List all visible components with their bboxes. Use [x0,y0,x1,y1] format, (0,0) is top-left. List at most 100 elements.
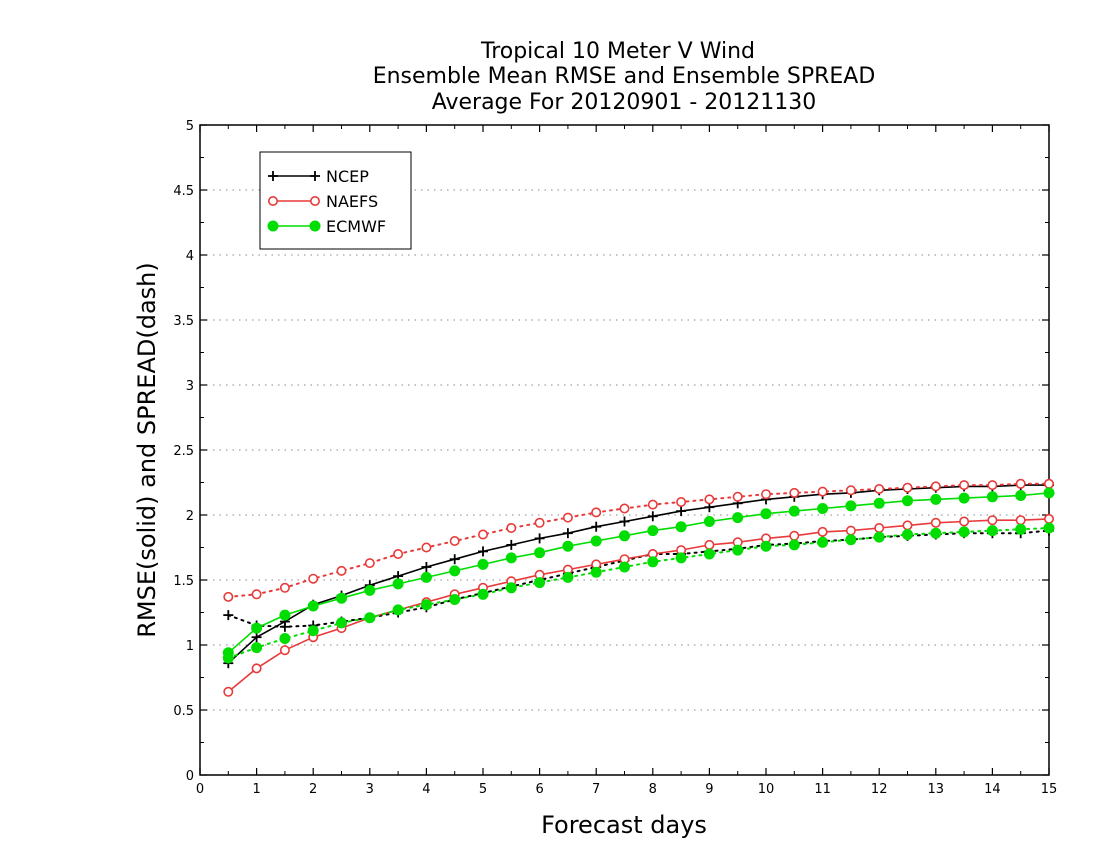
naefs-spread-point [647,499,658,510]
title-line-2: Ensemble Mean RMSE and Ensemble SPREAD [373,64,876,89]
x-tick-label-9: 9 [705,782,713,797]
ecmwf-spread-point [986,525,998,537]
ecmwf-spread-point [364,612,376,624]
ecmwf-rmse-point [1043,487,1055,499]
ecmwf-spread-point [817,536,829,548]
ecmwf-spread-point [392,604,404,616]
naefs-rmse-point [704,539,715,550]
ecmwf-rmse-point [619,530,630,542]
series [222,478,1055,697]
naefs-rmse-point [902,520,913,531]
naefs-spread-line [227,482,1050,598]
naefs-rmse-point [1044,513,1055,524]
ecmwf-rmse-point [1015,490,1027,501]
naefs-spread-point [534,517,545,528]
x-tick-label-5: 5 [479,782,487,797]
ecmwf-rmse-point [873,497,885,509]
ncep-spread-point [223,610,234,621]
naefs-spread-point [562,512,573,523]
ecmwf-spread-point [675,552,687,564]
y-tick-labels: 0 0.5 1 1.5 2 2.5 3 3.5 4 4.5 5 [173,119,194,784]
ecmwf-rmse-point [307,600,319,612]
x-tick-label-1: 1 [252,782,260,797]
naefs-spread-point [279,582,290,593]
naefs-spread-point [732,491,743,502]
ecmwf-rmse-point [251,622,263,634]
ecmwf-spread-point [420,599,432,611]
y-tick-label-0.5: 0.5 [173,704,194,719]
naefs-rmse-point [279,645,290,656]
ecmwf-spread-point [251,642,263,654]
naefs-rmse-point [251,663,262,674]
ecmwf-spread-point [958,526,970,538]
ecmwf-rmse-point [505,552,517,564]
legend-marker-ncep [268,171,278,181]
naefs-spread-point [959,480,970,491]
ecmwf-spread-point [449,594,461,605]
x-tick-label-10: 10 [758,782,775,797]
naefs-rmse-point [930,517,941,528]
y-tick-label-2.5: 2.5 [173,444,194,459]
x-tick-label-7: 7 [592,782,600,797]
ecmwf-rmse-line [227,492,1050,654]
y-tick-label-2: 2 [186,509,194,524]
naefs-spread-point [760,489,771,500]
naefs-rmse-point [959,516,970,527]
ncep-rmse-point [449,554,460,565]
naefs-rmse-point [817,526,828,537]
naefs-spread-point [817,486,828,497]
ncep-rmse-point [676,506,687,517]
ecmwf-rmse-point [817,503,829,514]
ecmwf-spread-point [279,633,291,644]
ecmwf-rmse-point [986,491,998,503]
naefs-spread-point [449,535,460,546]
ecmwf-spread-point [732,544,744,556]
naefs-spread-point [930,481,941,492]
ncep-rmse-point [562,528,573,539]
naefs-spread-point [789,487,800,498]
naefs-rmse-point [1015,515,1026,526]
axis-ticks [199,124,1050,776]
y-tick-label-1: 1 [186,639,194,654]
ecmwf-rmse-point [336,592,347,604]
ecmwf-rmse-point [590,535,602,547]
naefs-spread-point [704,494,715,505]
legend-marker-ecmwf [309,220,321,232]
naefs-rmse-point [987,515,998,526]
x-tick-label-11: 11 [814,782,831,797]
ecmwf-spread-point [703,548,715,560]
naefs-spread-point [336,565,347,576]
ncep-spread-line [227,529,1050,628]
ecmwf-spread-point [845,534,857,546]
ecmwf-rmse-point [902,495,913,507]
ecmwf-rmse-point [675,521,687,533]
legend: NCEP NAEFS ECMWF [259,151,412,250]
naefs-spread-point [1015,478,1026,489]
ncep-rmse-point [647,511,658,522]
ecmwf-spread-point [336,617,347,629]
y-tick-label-4.5: 4.5 [173,184,194,199]
naefs-rmse-point [845,525,856,536]
y-tick-label-1.5: 1.5 [173,574,194,589]
ecmwf-spread-point [307,625,319,637]
legend-marker-naefs [309,196,320,207]
title-line-1: Tropical 10 Meter V Wind [480,39,755,64]
y-tick-label-5: 5 [186,119,194,134]
ecmwf-rmse-point [732,512,744,524]
ncep-rmse-point [591,521,602,532]
naefs-spread-point [308,573,319,584]
naefs-spread-point [591,507,602,518]
ecmwf-rmse-point [222,647,234,659]
x-tick-label-15: 15 [1041,782,1058,797]
ecmwf-spread-point [902,529,913,540]
naefs-spread-point [506,522,517,533]
naefs-spread-point [1044,478,1055,489]
naefs-spread-point [902,482,913,493]
naefs-spread-point [421,542,432,553]
naefs-spread-point [477,529,488,540]
ncep-rmse-point [251,632,262,643]
legend-marker-ncep [310,171,320,181]
x-tick-label-2: 2 [309,782,317,797]
ecmwf-spread-point [788,539,800,551]
